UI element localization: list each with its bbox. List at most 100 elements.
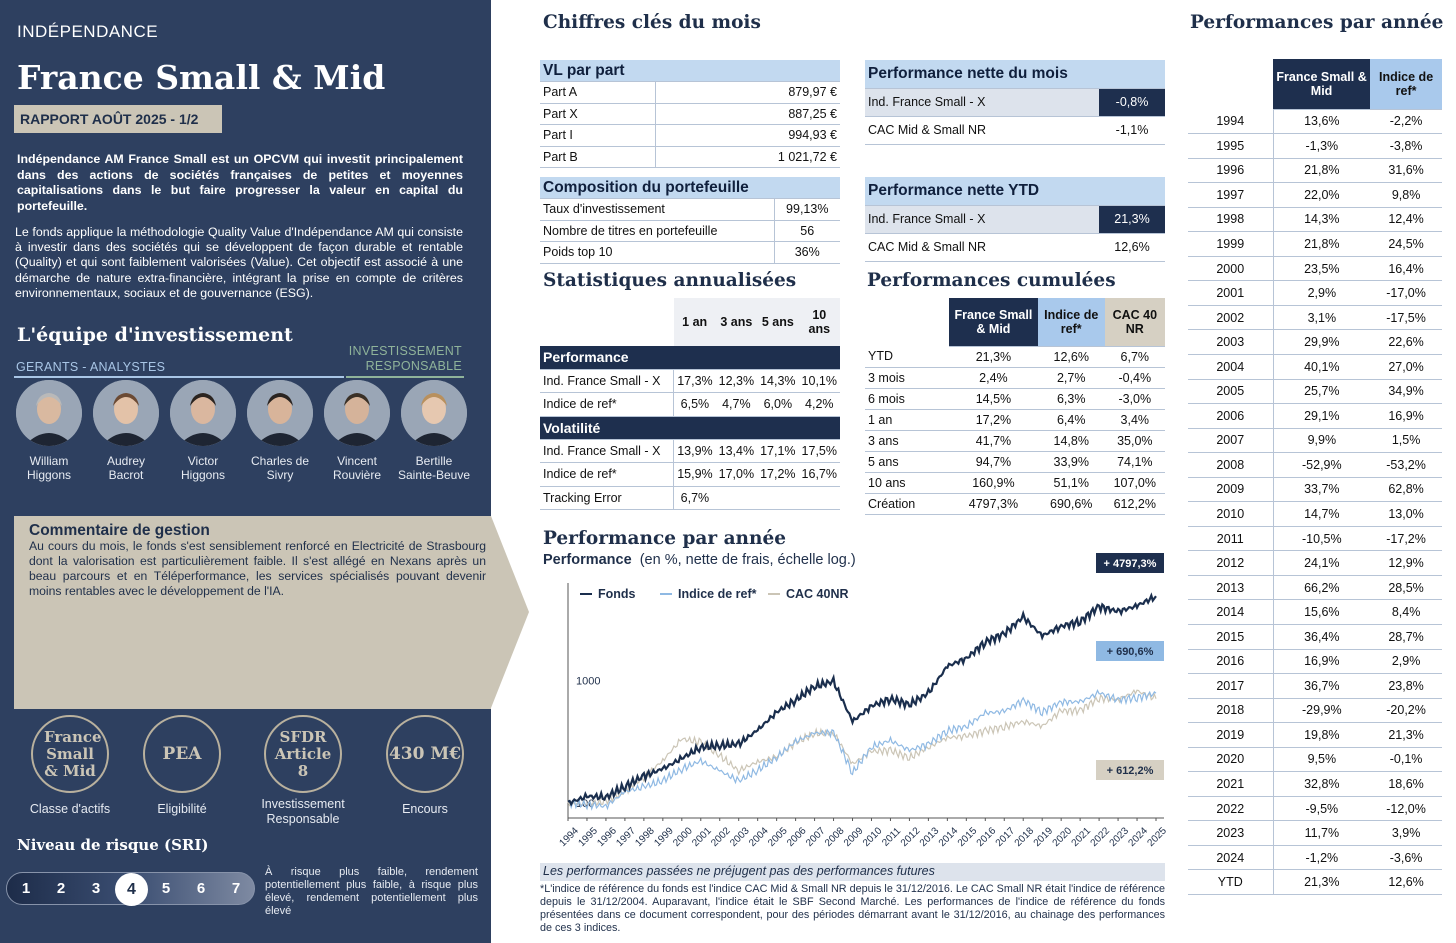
comment-text: Au cours du mois, le fonds s'est sensibl… <box>29 539 486 598</box>
x-tick-label: 2024 <box>1127 825 1151 849</box>
row-value: -12,0% <box>1370 796 1442 822</box>
chart-disclaimer: Les performances passées ne préjugent pa… <box>540 863 1165 881</box>
chart-subtitle: Performance (en %, nette de frais, échel… <box>543 552 856 568</box>
aum-circle: 430 M€ <box>386 715 464 793</box>
row-value: -53,2% <box>1370 452 1442 478</box>
row-value: 14,7% <box>1273 501 1371 527</box>
row-value: 6,5% <box>673 392 716 417</box>
column-header: Indice de ref* <box>1370 59 1442 110</box>
row-value: -20,2% <box>1370 698 1442 724</box>
row-value: 32,8% <box>1273 771 1371 797</box>
chart-subtitle-text: (en %, nette de frais, échelle log.) <box>639 552 856 568</box>
row-value: 12,4% <box>1370 207 1442 233</box>
row-label: Poids top 10 <box>540 241 775 264</box>
x-tick-label: 2003 <box>728 825 752 849</box>
x-tick-label: 2022 <box>1089 825 1113 849</box>
year-label: 2019 <box>1188 722 1274 748</box>
row-label: Part B <box>540 146 657 168</box>
table-row: Part A 879,97 € <box>540 81 840 104</box>
row-label: Ind. France Small - X <box>540 369 675 393</box>
x-tick-label: 2016 <box>975 825 999 849</box>
row-value: 21,3% <box>949 346 1038 368</box>
table-row: Poids top 10 36% <box>540 241 840 264</box>
year-label: YTD <box>1188 869 1274 895</box>
x-tick-label: 2007 <box>804 825 828 849</box>
legend-label: Fonds <box>598 587 636 601</box>
year-label: 1994 <box>1188 109 1274 135</box>
year-label: 2002 <box>1188 305 1274 331</box>
row-value <box>715 486 758 510</box>
perf-ytd-table: Performance nette YTD Ind. France Small … <box>865 177 1165 262</box>
year-label: 2010 <box>1188 501 1274 527</box>
column-header: 3 ans <box>715 298 758 346</box>
row-value: 19,8% <box>1273 722 1371 748</box>
row-label: Nombre de titres en portefeuille <box>540 220 775 242</box>
row-value: 36,7% <box>1273 673 1371 699</box>
row-value: 14,3% <box>757 369 799 393</box>
row-value: 21,8% <box>1273 158 1371 184</box>
row-label: Part A <box>540 81 657 104</box>
year-label: 2017 <box>1188 673 1274 699</box>
table-row: YTD 21,3% 12,6% <box>1188 869 1442 895</box>
row-value: 6,7% <box>673 486 716 510</box>
x-tick-label: 2018 <box>1013 825 1037 849</box>
x-tick-label: 2000 <box>671 825 695 849</box>
performance-chart: 1001000199419951996199719981999200020012… <box>557 553 1169 849</box>
fund-description: Le fonds applique la méthodologie Qualit… <box>15 225 463 300</box>
circle-label: Investissement Responsable <box>261 797 345 826</box>
row-value: 25,7% <box>1273 379 1371 405</box>
table-row: 2001 2,9% -17,0% <box>1188 280 1442 306</box>
row-value: 41,7% <box>949 430 1038 452</box>
row-value: 21,3% <box>1370 722 1442 748</box>
row-value: 15,6% <box>1273 599 1371 625</box>
table-row: 2014 15,6% 8,4% <box>1188 599 1442 625</box>
row-label: 3 ans <box>865 430 949 452</box>
row-value: 40,1% <box>1273 354 1371 380</box>
column-header: CAC 40 NR <box>1104 298 1165 347</box>
row-label: CAC Mid & Small NR <box>865 116 1099 145</box>
composition-table: Composition du portefeuille Taux d'inves… <box>540 177 840 264</box>
year-label: 2014 <box>1188 599 1274 625</box>
row-value: 18,6% <box>1370 771 1442 797</box>
avatar <box>324 380 390 446</box>
end-label-box <box>1096 553 1164 573</box>
row-value: 2,4% <box>949 367 1038 389</box>
divider <box>346 376 464 378</box>
vl-header: VL par part <box>540 60 840 82</box>
end-label: + 612,2% <box>1107 765 1154 777</box>
x-tick-label: 2004 <box>747 825 771 849</box>
table-row: 2020 9,5% -0,1% <box>1188 747 1442 773</box>
row-value: 29,9% <box>1273 329 1371 355</box>
row-value <box>757 486 799 510</box>
row-value: 13,0% <box>1370 501 1442 527</box>
stats-table: 1 an 3 ans 5 ans 10 ans Performance Ind. Fra… <box>540 298 840 510</box>
row-value: 16,4% <box>1370 256 1442 282</box>
row-label: 1 an <box>865 409 949 431</box>
table-row: 6 mois 14,5% 6,3% -3,0% <box>865 388 1165 410</box>
team-member: Charles de Sivry <box>242 380 318 482</box>
row-value: 24,5% <box>1370 231 1442 257</box>
cumul-table: France Small & Mid Indice de ref* CAC 40 N… <box>865 298 1165 515</box>
legend-label: Indice de ref* <box>678 587 757 601</box>
row-value: 887,25 € <box>655 103 840 125</box>
row-value <box>798 486 840 510</box>
table-row: Part X 887,25 € <box>540 103 840 125</box>
row-value: 34,9% <box>1370 379 1442 405</box>
x-tick-label: 2002 <box>709 825 733 849</box>
sfdr-circle: SFDR Article 8 <box>264 715 342 793</box>
table-row: 2023 11,7% 3,9% <box>1188 820 1442 846</box>
table-row: 2000 23,5% 16,4% <box>1188 256 1442 282</box>
row-value: 99,13% <box>774 198 840 221</box>
table-row: Ind. France Small - X -0,8% <box>865 88 1165 117</box>
row-value: 3,9% <box>1370 820 1442 846</box>
row-value: -3,0% <box>1104 388 1165 410</box>
year-label: 2012 <box>1188 550 1274 576</box>
composition-header: Composition du portefeuille <box>540 177 840 199</box>
row-value: 35,0% <box>1104 430 1165 452</box>
row-value: 36% <box>774 241 840 264</box>
row-value: 56 <box>774 220 840 242</box>
table-row: 2022 -9,5% -12,0% <box>1188 796 1442 822</box>
team-gerants-label: GERANTS - ANALYSTES <box>16 360 166 374</box>
table-row: 3 ans 41,7% 14,8% 35,0% <box>865 430 1165 452</box>
row-label: 6 mois <box>865 388 949 410</box>
